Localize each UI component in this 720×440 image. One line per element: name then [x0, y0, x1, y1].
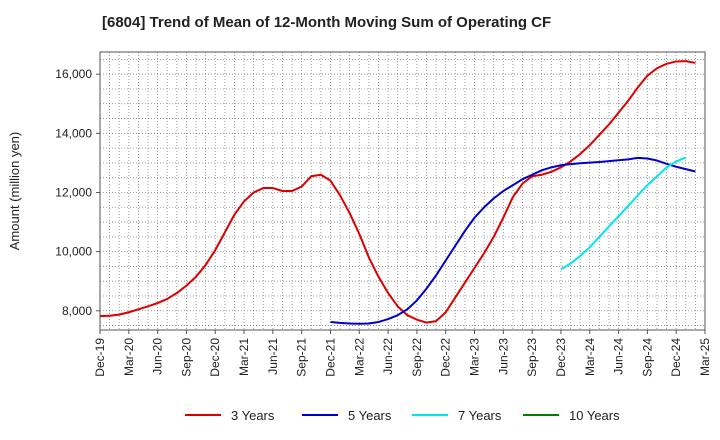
x-tick-label: Mar-23 — [468, 338, 482, 376]
y-tick-label: 14,000 — [55, 126, 92, 140]
x-tick-label: Jun-23 — [496, 338, 510, 375]
series-line-5-years — [330, 156, 696, 325]
series-line-7-years — [560, 156, 687, 271]
series-line-3-years — [99, 60, 696, 324]
x-tick-label: Sep-22 — [410, 338, 424, 377]
x-tick-label: Mar-24 — [583, 338, 597, 376]
series-layer — [99, 60, 696, 325]
x-tick-label: Dec-22 — [439, 338, 453, 377]
legend-label: 3 Years — [231, 407, 275, 423]
y-axis-label: Amount (million yen) — [7, 132, 22, 251]
x-tick-label: Sep-23 — [525, 338, 539, 377]
axes — [96, 51, 706, 334]
y-tick-label: 12,000 — [55, 185, 92, 199]
x-tick-label: Dec-20 — [208, 338, 222, 377]
x-tick-label: Sep-21 — [295, 338, 309, 377]
x-tick-label: Mar-25 — [698, 338, 712, 376]
grid — [100, 52, 705, 330]
x-tick-label: Jun-20 — [151, 338, 165, 375]
y-tick-label: 10,000 — [55, 245, 92, 259]
legend-swatch — [523, 414, 559, 416]
legend-item-10-years: 10 Years — [523, 404, 620, 426]
legend-label: 7 Years — [458, 407, 502, 423]
x-tick-label: Sep-24 — [640, 338, 654, 377]
legend-swatch — [185, 414, 221, 416]
plot-frame — [99, 51, 706, 331]
legend-label: 10 Years — [569, 407, 620, 423]
legend-item-3-years: 3 Years — [185, 404, 274, 426]
legend-swatch — [302, 414, 338, 416]
legend-item-7-years: 7 Years — [412, 404, 501, 426]
x-tick-label: Jun-24 — [612, 338, 626, 375]
chart-title: [6804] Trend of Mean of 12-Month Moving … — [102, 14, 552, 31]
x-tick-label: Dec-21 — [323, 338, 337, 377]
y-tick-label: 8,000 — [62, 304, 92, 318]
x-tick-label: Dec-23 — [554, 338, 568, 377]
x-tick-label: Mar-22 — [352, 338, 366, 376]
tick-labels: 8,000 10,000 12,000 14,000 16,000 Dec-19 Mar-2… — [55, 67, 712, 377]
x-tick-label: Dec-24 — [669, 338, 683, 377]
x-tick-label: Mar-21 — [237, 338, 251, 376]
plot-area — [100, 52, 705, 330]
legend-label: 5 Years — [348, 407, 392, 423]
y-tick-label: 16,000 — [55, 67, 92, 81]
x-tick-label: Jun-21 — [266, 338, 280, 375]
x-tick-label: Sep-20 — [179, 338, 193, 377]
legend-item-5-years: 5 Years — [302, 404, 391, 426]
x-tick-label: Mar-20 — [122, 338, 136, 376]
x-tick-label: Dec-19 — [93, 338, 107, 377]
x-tick-label: Jun-22 — [381, 338, 395, 375]
legend-swatch — [412, 414, 448, 416]
legend: 3 Years 5 Years 7 Years 10 Years — [0, 404, 720, 426]
